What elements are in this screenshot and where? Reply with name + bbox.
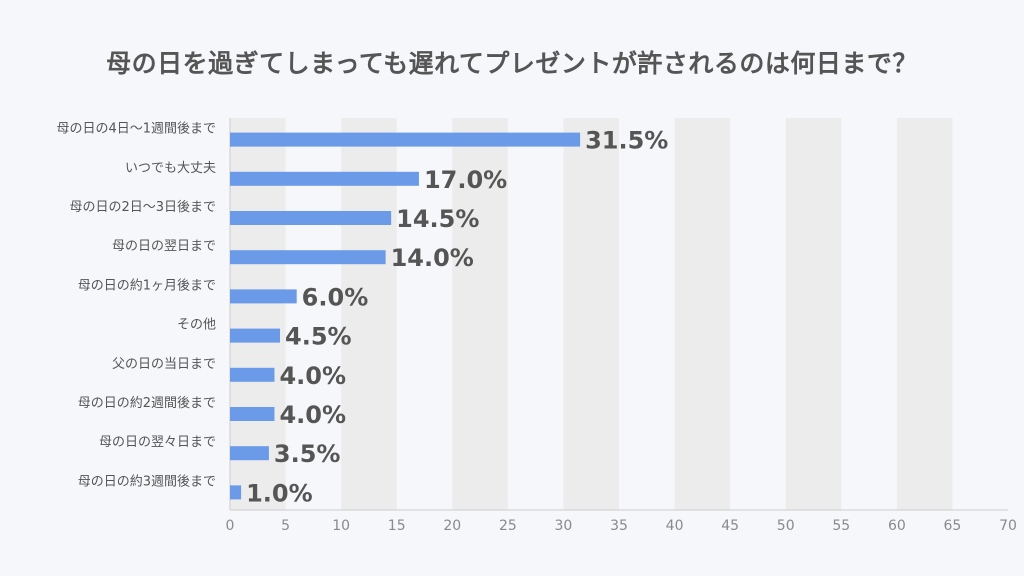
- x-tick-label: 65: [944, 518, 962, 534]
- category-label: 母の日の約2週間後まで: [78, 396, 216, 411]
- bar: [230, 367, 275, 382]
- data-label: 4.0%: [279, 401, 346, 429]
- category-label: 母の日の4日〜1週間後まで: [56, 122, 216, 137]
- labels: 母の日の4日〜1週間後まで 31.5% いつでも大丈夫 17.0% 母の日の2日〜3日後…: [56, 122, 668, 508]
- x-tick-label: 60: [888, 518, 906, 534]
- x-tick-label: 25: [499, 518, 517, 534]
- x-tick-label: 70: [999, 518, 1017, 534]
- grid-band: [896, 118, 953, 510]
- category-label: いつでも大丈夫: [125, 161, 216, 176]
- category-label: 母の日の翌々日まで: [99, 435, 216, 450]
- category-label: 母の日の約3週間後まで: [78, 474, 216, 489]
- grid-band: [452, 118, 508, 510]
- x-tick-label: 0: [226, 518, 235, 534]
- bars: [230, 132, 581, 500]
- grid-band: [674, 118, 731, 510]
- category-label: 母の日の翌日まで: [112, 239, 216, 254]
- x-tick-label: 10: [332, 518, 350, 534]
- grid-band: [563, 118, 619, 510]
- bar: [230, 250, 386, 265]
- bar: [230, 289, 297, 304]
- x-tick-label: 20: [443, 518, 461, 534]
- x-tick-label: 15: [388, 518, 406, 534]
- category-label: 母の日の約1ヶ月後まで: [78, 278, 216, 293]
- data-label: 17.0%: [424, 166, 507, 194]
- x-tick-label: 50: [777, 518, 795, 534]
- x-tick-label: 35: [610, 518, 628, 534]
- data-label: 4.5%: [285, 323, 352, 351]
- category-label: その他: [177, 318, 216, 333]
- chart-title: 母の日を過ぎてしまっても遅れてプレゼントが許されるのは何日まで？: [106, 49, 918, 78]
- x-tick-label: 5: [281, 518, 290, 534]
- data-label: 31.5%: [585, 127, 668, 155]
- x-tick-label: 40: [666, 518, 684, 534]
- bar: [230, 485, 242, 500]
- data-label: 14.5%: [396, 205, 479, 233]
- data-label: 4.0%: [279, 362, 346, 390]
- data-label: 14.0%: [391, 244, 474, 272]
- data-label: 6.0%: [302, 283, 369, 311]
- data-label: 3.5%: [274, 440, 341, 468]
- bar: [230, 328, 281, 343]
- data-label: 1.0%: [246, 479, 313, 507]
- bar: [230, 211, 392, 225]
- bar: [230, 132, 581, 147]
- category-label: 母の日の2日〜3日後まで: [69, 200, 216, 215]
- x-tick-label: 30: [555, 518, 573, 534]
- bar: [230, 171, 419, 186]
- x-tick-label: 55: [832, 518, 850, 534]
- bar: [230, 446, 269, 461]
- bar: [230, 407, 275, 421]
- grid-band: [785, 118, 842, 510]
- axes: 0 5 10 15 20 25 30 35 40 45 50 55 60 65 70: [226, 118, 1017, 534]
- x-tick-label: 45: [721, 518, 739, 534]
- category-label: 父の日の当日まで: [112, 357, 216, 372]
